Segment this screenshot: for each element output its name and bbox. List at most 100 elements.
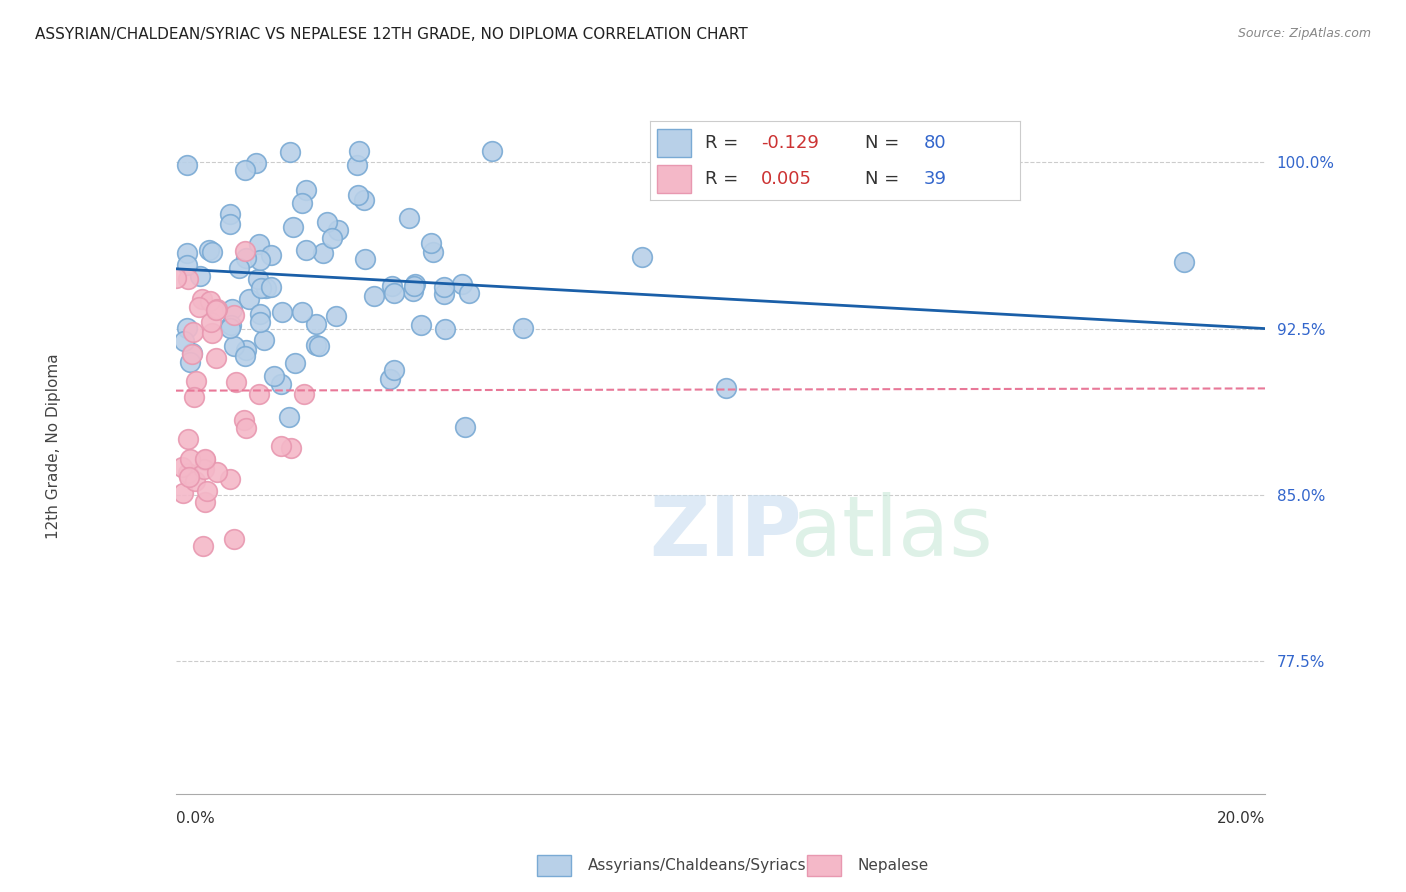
Point: [271, 305, 294, 319]
Point: [184, 475, 207, 489]
Point: [433, 287, 456, 301]
Point: [235, 252, 257, 266]
Point: [200, 315, 222, 329]
Point: [201, 244, 224, 259]
Point: [177, 432, 200, 446]
Point: [404, 277, 426, 291]
Point: [291, 305, 314, 319]
Point: [219, 321, 242, 335]
Point: [205, 351, 228, 365]
Point: [224, 308, 246, 322]
Point: [170, 460, 193, 475]
Point: [204, 302, 226, 317]
Text: Nepalese: Nepalese: [858, 858, 929, 872]
Point: [183, 390, 205, 404]
Point: [326, 223, 349, 237]
Point: [176, 321, 198, 335]
Point: [249, 307, 271, 321]
Point: [176, 246, 198, 260]
Point: [433, 322, 456, 336]
Point: [321, 231, 343, 245]
Point: [346, 188, 368, 202]
Point: [291, 196, 314, 211]
Point: [260, 248, 283, 262]
Text: atlas: atlas: [792, 492, 993, 574]
Text: ZIP: ZIP: [650, 492, 803, 574]
Point: [191, 292, 214, 306]
Point: [219, 472, 242, 486]
Point: [187, 300, 209, 314]
Point: [247, 387, 270, 401]
Point: [295, 182, 318, 196]
Point: [1173, 254, 1195, 268]
Point: [191, 539, 214, 553]
Point: [179, 452, 201, 467]
Point: [295, 243, 318, 257]
Point: [354, 252, 377, 267]
Point: [233, 244, 256, 259]
Text: 0.0%: 0.0%: [176, 811, 215, 826]
Point: [281, 220, 304, 235]
Point: [181, 346, 204, 360]
Point: [221, 302, 243, 317]
Point: [380, 372, 402, 386]
Point: [433, 280, 456, 294]
Point: [270, 377, 292, 392]
Point: [382, 363, 405, 377]
Point: [195, 483, 218, 498]
Point: [222, 532, 245, 546]
Point: [205, 301, 228, 316]
Point: [233, 349, 256, 363]
Point: [278, 410, 301, 425]
Point: [219, 207, 242, 221]
Point: [219, 217, 242, 231]
Point: [481, 145, 503, 159]
Point: [450, 277, 472, 291]
Point: [325, 309, 347, 323]
Point: [454, 420, 477, 434]
Point: [422, 245, 444, 260]
Point: [233, 162, 256, 177]
Point: [228, 260, 250, 275]
Point: [363, 289, 385, 303]
Point: [398, 211, 420, 225]
Point: [177, 271, 200, 285]
Point: [225, 375, 247, 389]
Point: [232, 412, 254, 426]
Point: [194, 495, 217, 509]
Point: [193, 461, 215, 475]
Point: [224, 339, 246, 353]
Point: [235, 421, 257, 435]
Point: [173, 334, 195, 348]
Point: [270, 439, 292, 453]
Point: [180, 346, 202, 360]
Point: [284, 356, 307, 370]
Point: [238, 292, 260, 306]
Text: Assyrians/Chaldeans/Syriacs: Assyrians/Chaldeans/Syriacs: [588, 858, 806, 872]
Point: [312, 245, 335, 260]
Point: [165, 270, 187, 285]
Point: [176, 258, 198, 272]
Point: [280, 145, 302, 160]
Point: [194, 451, 217, 466]
Point: [347, 145, 370, 159]
Point: [245, 155, 267, 169]
Point: [184, 375, 207, 389]
Point: [304, 338, 326, 352]
Point: [353, 193, 375, 207]
Point: [308, 339, 330, 353]
Point: [198, 293, 221, 308]
Point: [316, 215, 339, 229]
Point: [292, 387, 315, 401]
Point: [249, 252, 271, 267]
Point: [247, 237, 270, 252]
Point: [402, 279, 425, 293]
Point: [260, 279, 283, 293]
Point: [235, 343, 257, 358]
Point: [190, 269, 212, 284]
Point: [219, 318, 242, 333]
Point: [176, 158, 198, 172]
Point: [305, 317, 328, 331]
Point: [249, 281, 271, 295]
Point: [381, 278, 404, 293]
